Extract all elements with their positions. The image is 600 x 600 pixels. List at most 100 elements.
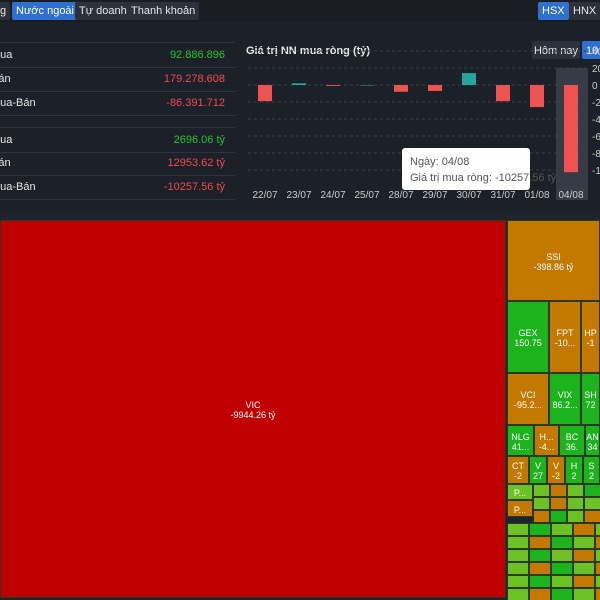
- stock-code: P...: [513, 504, 527, 515]
- y-tick-label: 4000: [592, 47, 600, 58]
- y-tick-label: 0: [592, 81, 598, 92]
- period-label[interactable]: 10: [586, 45, 598, 57]
- tab[interactable]: Tự doanh: [75, 2, 131, 20]
- bar: [292, 83, 306, 85]
- stock-code: AN: [586, 431, 599, 442]
- stock-tile[interactable]: H... -4...: [534, 425, 559, 456]
- stock-value: -9944.26 tỷ: [230, 410, 276, 420]
- stock-tile[interactable]: VIX 86.2...: [549, 373, 581, 425]
- tile: [573, 575, 595, 588]
- stock-code: V: [552, 461, 559, 471]
- stock-tile[interactable]: VCI -95.2...: [507, 373, 549, 425]
- tile: [551, 588, 573, 600]
- stock-tile[interactable]: VIC -9944.26 tỷ: [0, 220, 506, 598]
- stock-code: H: [570, 461, 578, 471]
- tab[interactable]: Thanh khoản: [127, 2, 200, 20]
- x-tick-label: 24/07: [320, 190, 345, 201]
- bar: [462, 73, 476, 85]
- tile: [529, 523, 551, 536]
- stock-value: -2: [551, 471, 560, 481]
- stock-code: CT: [512, 461, 524, 471]
- stock-code: SH: [584, 390, 597, 400]
- tooltip-date: Ngày: 04/08: [410, 156, 470, 168]
- stock-value: -2: [513, 471, 522, 481]
- bar: [360, 85, 374, 86]
- stock-code: BC: [565, 431, 579, 442]
- stat-label: Bán: [0, 157, 11, 169]
- tile: [551, 523, 573, 536]
- tile: [551, 562, 573, 575]
- y-tick-label: -4000: [592, 115, 600, 126]
- bar: [394, 85, 408, 92]
- stock-tile[interactable]: V -2: [547, 456, 565, 484]
- tile: [595, 523, 600, 536]
- tile: [529, 575, 551, 588]
- stock-tile[interactable]: AN 34: [585, 425, 600, 456]
- stat-label: Bán: [0, 73, 11, 85]
- tile: [551, 536, 573, 549]
- stock-code: VCI: [520, 390, 536, 400]
- stock-tile[interactable]: CT -2: [507, 456, 529, 484]
- x-tick-label: 22/07: [252, 190, 277, 201]
- stat-label: Mua: [0, 49, 13, 61]
- stock-code: V: [534, 461, 541, 471]
- stock-tile[interactable]: P...: [507, 484, 533, 500]
- treemap: VIC -9944.26 tỷ SSI -398.86 tỷ GEX 150.75 FPT -…: [0, 218, 600, 600]
- stock-value: 36.: [565, 441, 579, 452]
- stock-code: VIX: [557, 390, 573, 400]
- period-button[interactable]: [532, 41, 580, 59]
- bar: [326, 85, 340, 86]
- stat-value: 92.886.896: [169, 49, 225, 61]
- stock-value: -1: [586, 338, 595, 348]
- stat-label: Mua-Bán: [0, 181, 36, 193]
- x-tick-label: 28/07: [388, 190, 413, 201]
- tab[interactable]: g: [0, 2, 11, 20]
- tile: [573, 523, 595, 536]
- stock-value: 41...: [511, 441, 530, 452]
- stock-tile[interactable]: SH 72: [581, 373, 600, 425]
- stock-value: 2: [571, 471, 577, 481]
- stock-value: 27: [532, 471, 543, 481]
- tile: [529, 549, 551, 562]
- stat-label: Mua-Bán: [0, 97, 36, 109]
- tile: [507, 523, 529, 536]
- stock-tile[interactable]: BC 36.: [559, 425, 585, 456]
- stock-code: SSI: [546, 251, 561, 262]
- period-button[interactable]: [582, 41, 600, 59]
- stock-code: P...: [513, 488, 527, 498]
- y-tick-label: -2000: [592, 98, 600, 109]
- stat-row: Mua 2696.06 tỷ: [0, 127, 235, 153]
- x-tick-label: 25/07: [354, 190, 379, 201]
- tile: [584, 497, 600, 510]
- tile: [507, 549, 529, 562]
- stat-row: Bán 12953.62 tỷ: [0, 151, 235, 176]
- stock-tile[interactable]: SSI -398.86 tỷ: [507, 220, 600, 301]
- tab[interactable]: Nước ngoài: [12, 2, 78, 20]
- stat-value: 12953.62 tỷ: [167, 157, 226, 169]
- tile: [595, 575, 600, 588]
- tile: [595, 562, 600, 575]
- exchange-button[interactable]: HNX: [569, 2, 600, 20]
- stock-value: 72: [585, 400, 596, 410]
- stock-tile[interactable]: V 27: [529, 456, 547, 484]
- stock-code: VIC: [245, 400, 261, 410]
- tile: [595, 588, 600, 600]
- tile: [551, 575, 573, 588]
- stock-code: HP: [584, 328, 597, 338]
- stock-tile[interactable]: FPT -10...: [549, 301, 581, 373]
- stat-value: 179.278.608: [163, 73, 225, 85]
- stock-tile[interactable]: NLG 41...: [507, 425, 534, 456]
- stock-tile[interactable]: GEX 150.75: [507, 301, 549, 373]
- exchange-button[interactable]: HSX: [538, 2, 569, 20]
- stat-label: Mua: [0, 134, 13, 146]
- tile: [507, 536, 529, 549]
- stock-tile[interactable]: P...: [507, 500, 533, 517]
- stock-value: 86.2...: [552, 400, 578, 410]
- y-tick-label: -8000: [592, 149, 600, 160]
- stock-tile[interactable]: HP -1: [581, 301, 600, 373]
- stock-value: -398.86 tỷ: [533, 261, 574, 272]
- bar: [496, 85, 510, 102]
